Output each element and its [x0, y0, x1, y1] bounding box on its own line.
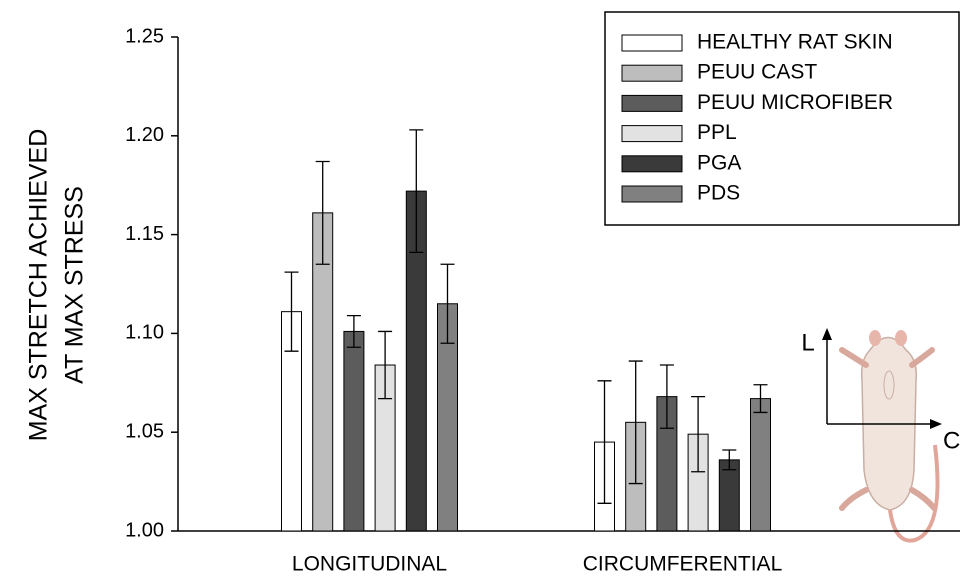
- legend-swatch: [622, 65, 682, 81]
- bar: [751, 399, 771, 531]
- legend-swatch: [622, 35, 682, 51]
- y-tick-label: 1.05: [125, 420, 164, 442]
- x-tick-label: LONGITUDINAL: [292, 553, 447, 576]
- bar: [719, 460, 739, 531]
- legend-label: PGA: [697, 151, 741, 174]
- legend-label: PDS: [697, 182, 740, 205]
- bar: [344, 331, 364, 531]
- y-axis-label: MAX STRETCH ACHIEVED: [25, 129, 53, 442]
- y-tick-label: 1.25: [125, 25, 164, 47]
- legend-label: PEUU CAST: [697, 61, 817, 84]
- legend-label: PPL: [697, 121, 737, 144]
- y-tick-label: 1.20: [125, 124, 164, 146]
- annotation: C: [943, 427, 960, 454]
- legend-label: PEUU MICROFIBER: [697, 91, 893, 114]
- legend-swatch: [622, 126, 682, 142]
- y-axis-label: AT MAX STRESS: [61, 186, 89, 384]
- rat-illustration: [822, 328, 942, 541]
- y-tick-label: 1.10: [125, 322, 164, 344]
- x-tick-label: CIRCUMFERENTIAL: [583, 553, 783, 576]
- legend-swatch: [622, 186, 682, 202]
- legend-label: HEALTHY RAT SKIN: [697, 31, 893, 54]
- y-tick-label: 1.15: [125, 223, 164, 245]
- annotation: L: [801, 329, 814, 356]
- y-tick-label: 1.00: [125, 519, 164, 541]
- legend-swatch: [622, 156, 682, 172]
- legend-swatch: [622, 95, 682, 111]
- chart: MAX STRETCH ACHIEVED AT MAX STRESS L C 1…: [0, 0, 960, 578]
